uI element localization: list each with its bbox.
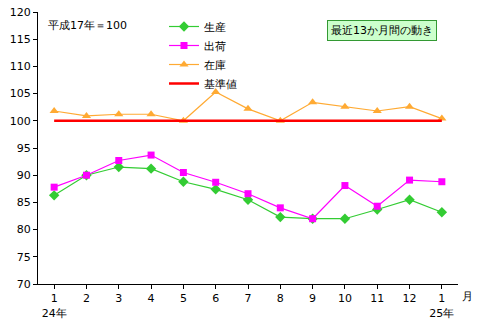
svg-text:80: 80 [17,223,31,236]
svg-text:95: 95 [17,142,31,155]
svg-text:90: 90 [17,169,31,182]
svg-text:8: 8 [277,292,284,305]
svg-text:基準値: 基準値 [204,78,237,91]
svg-text:月: 月 [462,290,473,303]
svg-text:10: 10 [338,292,352,305]
svg-text:生産: 生産 [204,21,226,34]
svg-text:最近13か月間の動き: 最近13か月間の動き [331,24,433,37]
svg-text:9: 9 [309,292,316,305]
svg-text:3: 3 [115,292,122,305]
svg-text:2: 2 [83,292,90,305]
svg-text:115: 115 [10,33,31,46]
svg-text:4: 4 [148,292,155,305]
svg-text:110: 110 [10,60,31,73]
svg-text:6: 6 [212,292,219,305]
svg-text:在庫: 在庫 [204,59,226,72]
svg-text:平成17年＝100: 平成17年＝100 [48,19,127,32]
svg-text:124年: 124年 [42,292,67,319]
svg-text:5: 5 [180,292,187,305]
svg-text:出荷: 出荷 [204,40,226,53]
svg-text:100: 100 [10,115,31,128]
svg-text:70: 70 [17,278,31,291]
svg-text:12: 12 [403,292,417,305]
svg-text:105: 105 [10,87,31,100]
svg-text:75: 75 [17,251,31,264]
svg-text:7: 7 [245,292,252,305]
svg-text:125年: 125年 [429,292,454,319]
svg-text:85: 85 [17,196,31,209]
svg-text:11: 11 [370,292,384,305]
svg-text:120: 120 [10,6,31,19]
